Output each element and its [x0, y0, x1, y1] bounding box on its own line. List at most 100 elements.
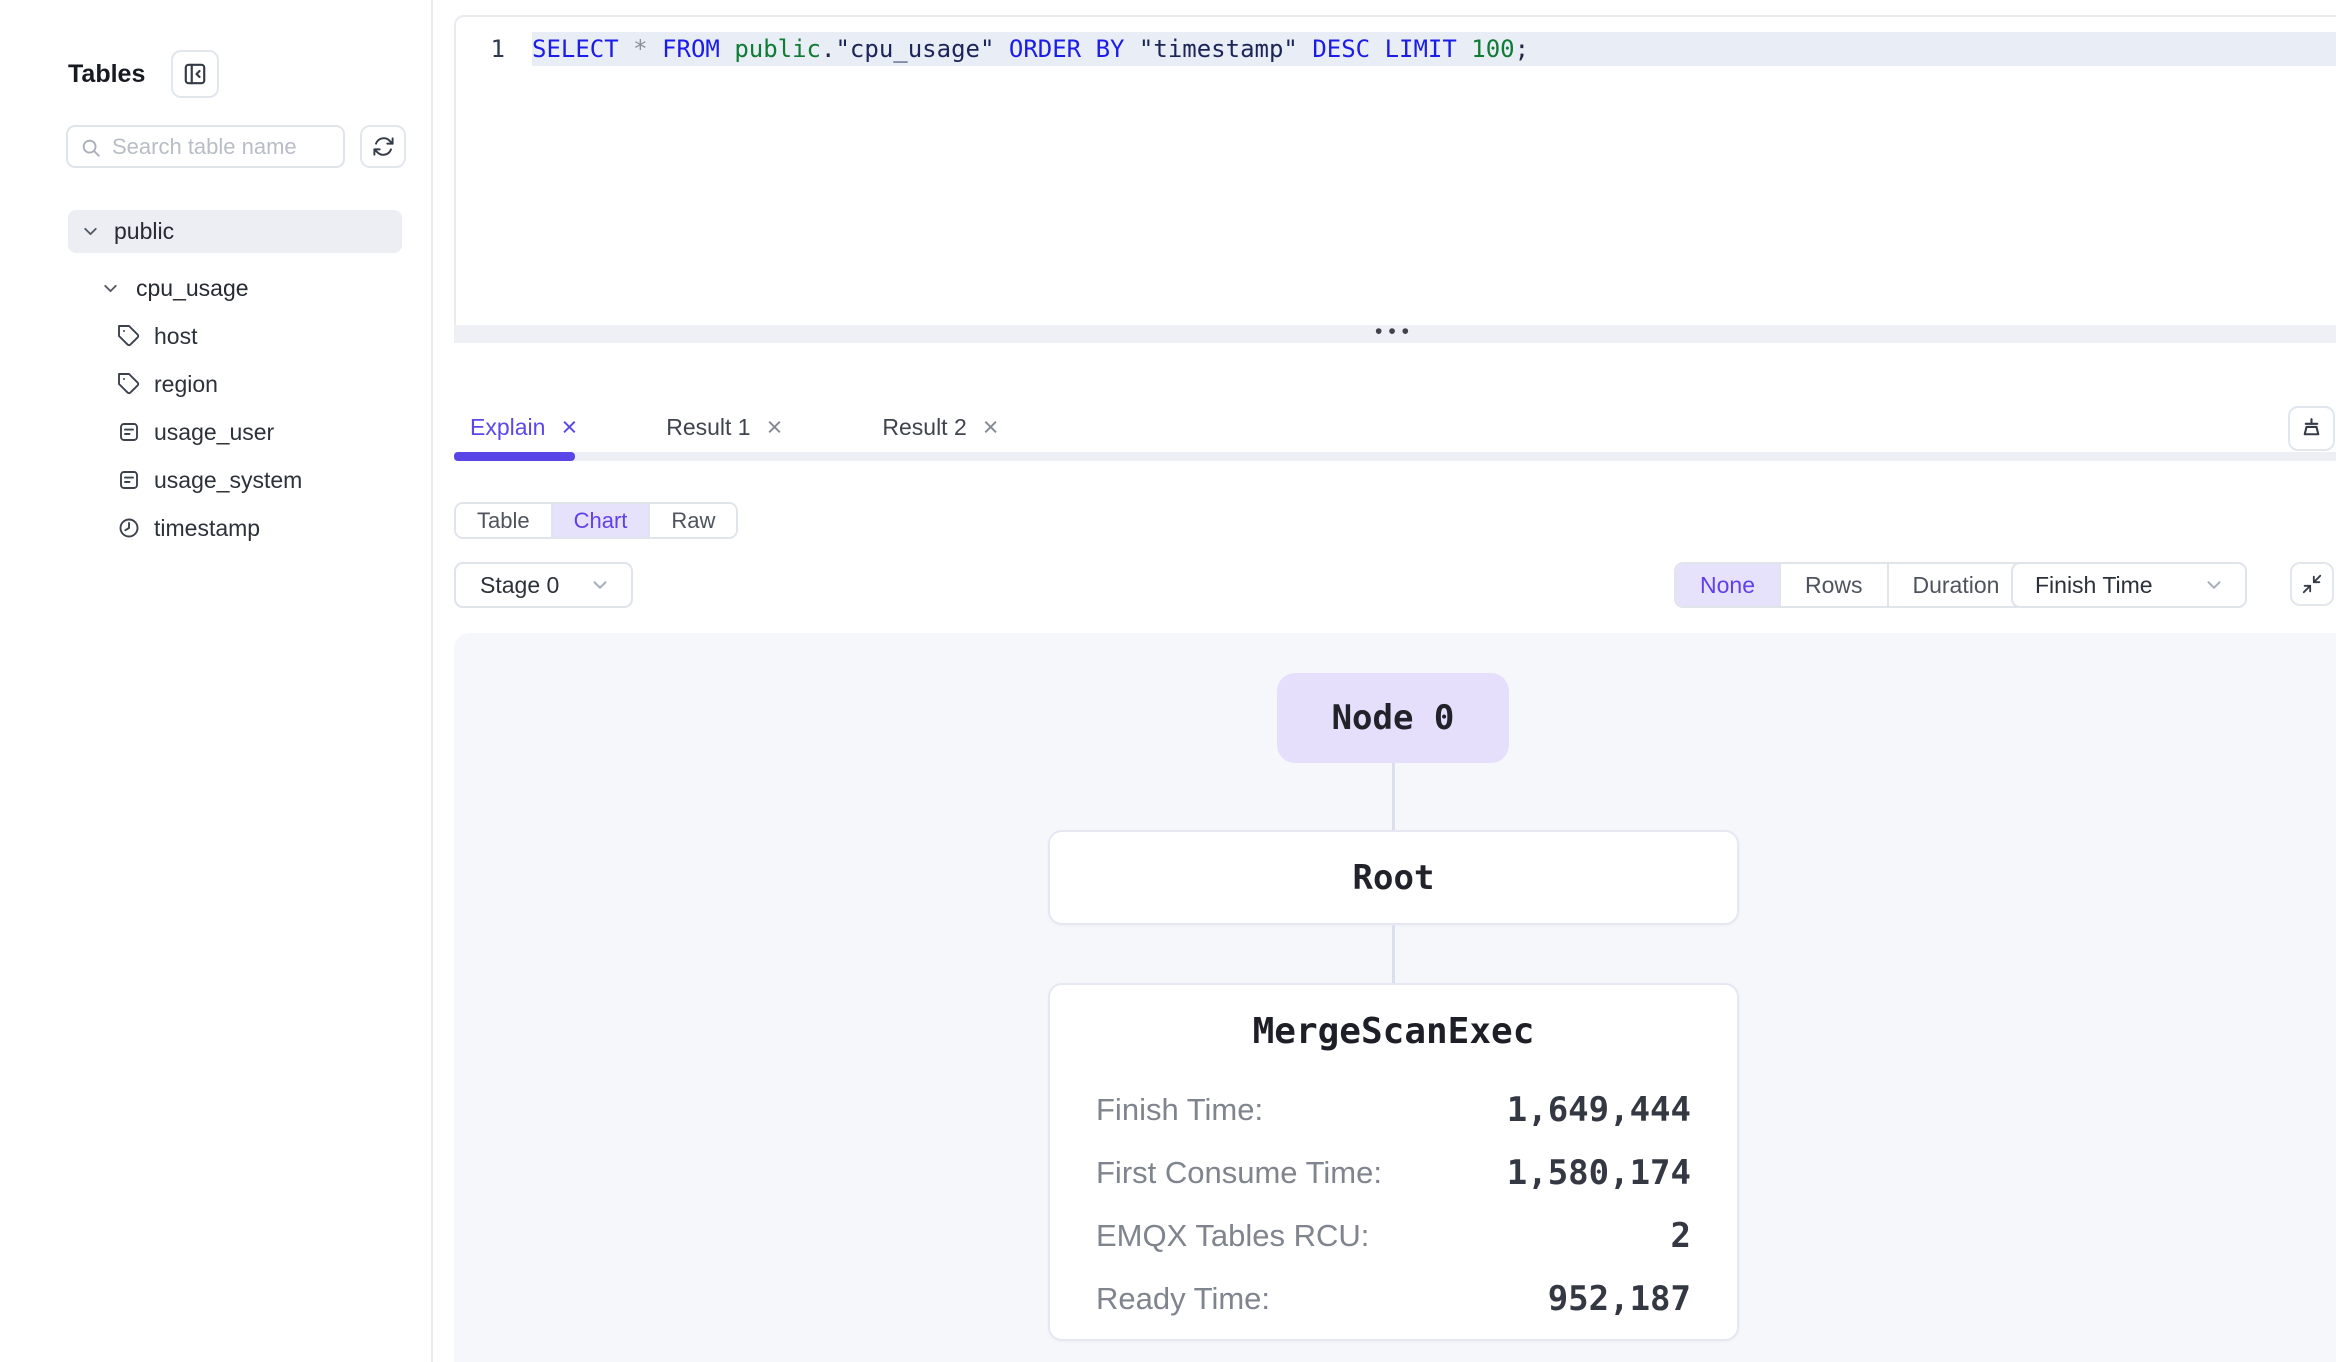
chevron-down-icon [589, 574, 611, 596]
search-icon [80, 137, 102, 159]
tree-item-column-host[interactable]: host [117, 312, 433, 360]
sql-token: 100 [1471, 35, 1515, 63]
sql-token: ORDER BY [1008, 35, 1139, 63]
field-icon [117, 420, 141, 444]
tree-item-table-cpu-usage[interactable]: cpu_usage [100, 264, 433, 312]
editor-resize-handle[interactable]: ••• [454, 320, 2336, 343]
metric-value: 952,187 [1547, 1278, 1691, 1319]
close-tab-icon[interactable]: × [561, 412, 578, 442]
close-tab-icon[interactable]: × [766, 412, 783, 442]
tab-label: Result 1 [666, 414, 751, 440]
chevron-down-icon [100, 278, 121, 299]
tag-icon [117, 372, 141, 396]
metric-value: 1,649,444 [1506, 1089, 1691, 1130]
sql-token: "cpu_usage" [835, 35, 995, 63]
active-tab-underline [454, 452, 575, 461]
collapse-sidebar-button[interactable] [171, 50, 220, 98]
tree-item-column-region[interactable]: region [117, 360, 433, 408]
column-label: usage_system [154, 466, 303, 493]
column-label: host [154, 322, 198, 349]
view-option-raw[interactable]: Raw [648, 504, 737, 537]
close-tab-icon[interactable]: × [982, 412, 999, 442]
sql-editor[interactable]: 1 SELECT * FROM public."cpu_usage" ORDER… [454, 15, 2336, 325]
flow-connector [1392, 763, 1395, 830]
sql-token: . [821, 35, 836, 63]
chevron-down-icon [2203, 574, 2225, 596]
metric-row: First Consume Time: 1,580,174 [1096, 1141, 1691, 1204]
stage-select[interactable]: Stage 0 [454, 562, 633, 608]
sql-code[interactable]: SELECT * FROM public."cpu_usage" ORDER B… [532, 32, 2336, 66]
clear-results-button[interactable] [2288, 406, 2335, 451]
tables-tree: public cpu_usage host [0, 210, 433, 552]
metric-row: Ready Time: 952,187 [1096, 1267, 1691, 1330]
sql-token: ; [1514, 35, 1530, 63]
field-icon [117, 468, 141, 492]
metric-label: Ready Time: [1096, 1280, 1271, 1316]
chevron-down-icon [80, 221, 101, 242]
metric-label: First Consume Time: [1096, 1154, 1382, 1190]
schema-label: public [114, 218, 175, 244]
tabbar-border [454, 452, 2336, 461]
metric-select-value: Finish Time [2035, 571, 2153, 598]
metric-select[interactable]: Finish Time [2011, 562, 2247, 608]
metric-row: EMQX Tables RCU: 2 [1096, 1204, 1691, 1267]
view-option-table[interactable]: Table [456, 504, 551, 537]
sidebar-title: Tables [68, 59, 146, 88]
tab-result-1[interactable]: Result 1 × [650, 403, 798, 452]
explain-flow-canvas[interactable]: Node 0 Root MergeScanExec Finish Time: 1… [454, 633, 2336, 1362]
tag-icon [117, 324, 141, 348]
column-label: region [154, 370, 218, 397]
plan-metrics: Finish Time: 1,649,444 First Consume Tim… [1096, 1078, 1691, 1330]
result-tabbar: Explain × Result 1 × Result 2 × [454, 403, 2336, 452]
clock-icon [117, 516, 141, 540]
flow-plan-root: Root [1048, 830, 1739, 925]
metric-value: 2 [1670, 1215, 1691, 1256]
tab-result-2[interactable]: Result 2 × [866, 403, 1014, 452]
metric-label: EMQX Tables RCU: [1096, 1217, 1370, 1253]
flow-node-0: Node 0 [1277, 673, 1509, 763]
table-search [66, 125, 345, 168]
tree-item-column-usage-user[interactable]: usage_user [117, 408, 433, 456]
search-input[interactable] [68, 127, 343, 166]
sql-token [1298, 35, 1312, 63]
metric-label: Finish Time: [1096, 1091, 1264, 1127]
sql-token [994, 35, 1008, 63]
refresh-icon [372, 135, 395, 158]
sql-token: FROM [662, 35, 735, 63]
column-label: timestamp [154, 514, 261, 541]
mode-option-none[interactable]: None [1676, 564, 1779, 606]
sql-token: DESC LIMIT [1312, 35, 1472, 63]
flow-plan-mergescan: MergeScanExec Finish Time: 1,649,444 Fir… [1048, 983, 1739, 1341]
fit-view-button[interactable] [2290, 562, 2334, 606]
tree-item-column-usage-system[interactable]: usage_system [117, 456, 433, 504]
sql-token: SELECT [532, 35, 634, 63]
tables-sidebar: Tables [0, 0, 433, 1362]
tab-label: Result 2 [882, 414, 967, 440]
collapse-panel-icon [182, 61, 208, 87]
tree-item-column-timestamp[interactable]: timestamp [117, 504, 433, 552]
line-number: 1 [490, 35, 505, 63]
column-label: usage_user [154, 418, 275, 445]
metric-row: Finish Time: 1,649,444 [1096, 1078, 1691, 1141]
refresh-tables-button[interactable] [360, 125, 406, 168]
collapse-arrows-icon [2301, 573, 2323, 595]
mode-option-duration[interactable]: Duration [1886, 564, 2024, 606]
tree-item-schema-public[interactable]: public [68, 210, 402, 253]
mode-option-rows[interactable]: Rows [1778, 564, 1887, 606]
tab-explain[interactable]: Explain × [454, 403, 593, 452]
drag-dots: ••• [1374, 320, 1416, 343]
table-label: cpu_usage [136, 274, 249, 301]
metric-mode-switch: None Rows Duration [1674, 562, 2026, 608]
stage-select-value: Stage 0 [480, 571, 560, 598]
sql-token: * [633, 35, 663, 63]
sql-token: public [734, 35, 822, 63]
tab-label: Explain [470, 414, 546, 440]
metric-value: 1,580,174 [1506, 1152, 1691, 1193]
view-option-chart[interactable]: Chart [550, 504, 649, 537]
flow-connector [1392, 925, 1395, 983]
plan-title: MergeScanExec [1252, 1011, 1535, 1052]
sql-token: "timestamp" [1138, 35, 1298, 63]
result-view-switch: Table Chart Raw [454, 502, 739, 539]
sql-line-1[interactable]: 1 SELECT * FROM public."cpu_usage" ORDER… [456, 32, 2336, 66]
